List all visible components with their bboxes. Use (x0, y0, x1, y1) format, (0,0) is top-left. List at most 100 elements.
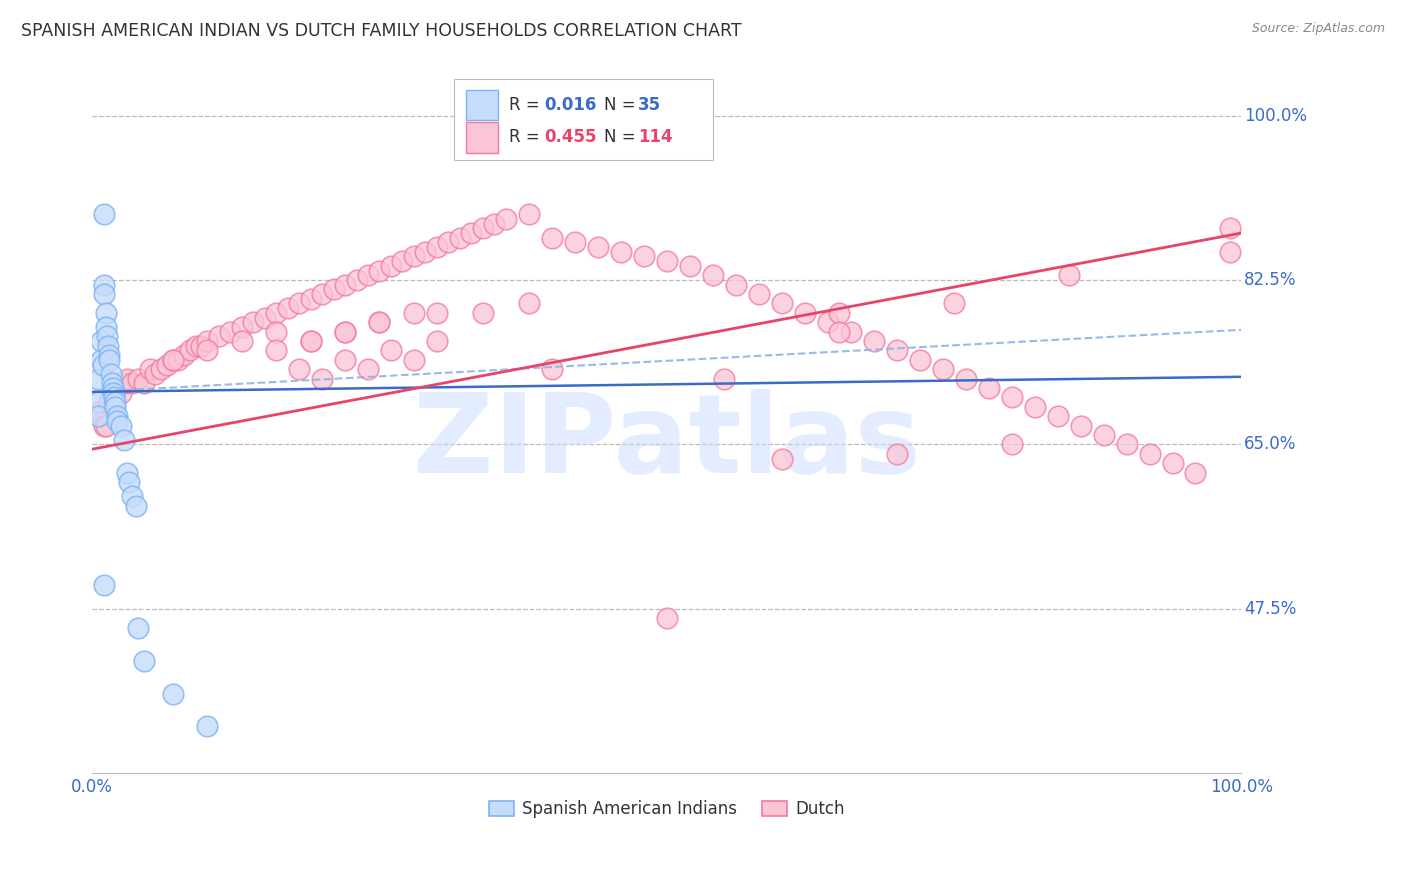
Point (264, 306, 287, 320)
FancyBboxPatch shape (465, 122, 498, 153)
Point (955, 372, 977, 386)
Text: 114: 114 (638, 128, 672, 146)
Point (471, 306, 494, 320)
Point (610, 244, 633, 259)
Point (817, 315, 839, 329)
Point (104, 381, 127, 395)
Point (333, 277, 356, 292)
Point (655, 611, 678, 625)
Point (1219, 221, 1241, 235)
Point (633, 250, 655, 264)
Point (121, 376, 143, 391)
Point (104, 395, 127, 409)
Point (93, 578, 115, 592)
Point (195, 334, 218, 348)
Point (333, 325, 356, 339)
Point (93, 207, 115, 221)
Point (368, 315, 391, 329)
Text: N =: N = (603, 128, 641, 146)
Point (333, 352, 356, 367)
Point (98, 352, 121, 367)
Point (460, 226, 482, 240)
Point (471, 221, 494, 235)
Point (100, 367, 122, 381)
Point (264, 325, 287, 339)
Point (101, 400, 124, 414)
Point (97, 339, 120, 353)
Point (104, 400, 127, 414)
Point (118, 475, 141, 489)
Point (112, 433, 135, 447)
Point (415, 244, 437, 259)
Point (484, 217, 506, 231)
Point (110, 418, 132, 433)
Point (162, 687, 184, 701)
Point (564, 235, 586, 250)
Point (96, 329, 118, 343)
Text: ZIPatlas: ZIPatlas (413, 389, 921, 496)
Point (132, 654, 155, 668)
Point (156, 358, 179, 372)
Point (1092, 428, 1115, 442)
Point (87, 409, 110, 424)
Text: R =: R = (509, 96, 546, 114)
Point (793, 306, 815, 320)
Point (828, 306, 851, 320)
Point (103, 391, 125, 405)
FancyBboxPatch shape (465, 89, 498, 120)
Point (1161, 456, 1184, 470)
Point (495, 211, 517, 226)
Text: 65.0%: 65.0% (1244, 435, 1296, 453)
Point (402, 352, 425, 367)
Text: 82.5%: 82.5% (1244, 271, 1296, 289)
Point (195, 343, 218, 358)
Point (1057, 268, 1080, 283)
Point (98, 348, 121, 362)
Point (402, 250, 425, 264)
Point (242, 315, 264, 329)
Point (167, 352, 190, 367)
Point (93, 287, 115, 301)
Point (943, 296, 966, 310)
Point (724, 277, 747, 292)
Point (101, 385, 124, 400)
Point (333, 325, 356, 339)
Point (288, 362, 311, 376)
Point (770, 451, 793, 466)
Point (357, 362, 380, 376)
Text: 100.0%: 100.0% (1244, 106, 1306, 125)
Text: 0.455: 0.455 (544, 128, 596, 146)
Point (1024, 400, 1046, 414)
Point (277, 301, 299, 316)
Text: 0.016: 0.016 (544, 96, 596, 114)
Point (121, 489, 143, 503)
Point (231, 320, 253, 334)
Point (94, 306, 117, 320)
Point (115, 372, 138, 386)
Point (1000, 391, 1022, 405)
Point (93, 277, 115, 292)
Legend: Spanish American Indians, Dutch: Spanish American Indians, Dutch (482, 794, 852, 825)
Point (150, 362, 173, 376)
Point (299, 334, 322, 348)
Point (862, 334, 884, 348)
Point (115, 466, 138, 480)
Point (322, 282, 344, 296)
Point (770, 296, 793, 310)
Point (87, 372, 110, 386)
Point (87, 395, 110, 409)
Point (1184, 466, 1206, 480)
Point (190, 339, 212, 353)
Text: SPANISH AMERICAN INDIAN VS DUTCH FAMILY HOUSEHOLDS CORRELATION CHART: SPANISH AMERICAN INDIAN VS DUTCH FAMILY … (21, 22, 742, 40)
Point (977, 381, 1000, 395)
Point (402, 306, 425, 320)
Point (90, 352, 112, 367)
Point (437, 235, 460, 250)
FancyBboxPatch shape (454, 79, 713, 161)
Point (541, 230, 564, 244)
Point (98, 395, 121, 409)
Point (264, 343, 287, 358)
Point (541, 362, 564, 376)
Point (87, 404, 110, 418)
Point (94, 418, 117, 433)
